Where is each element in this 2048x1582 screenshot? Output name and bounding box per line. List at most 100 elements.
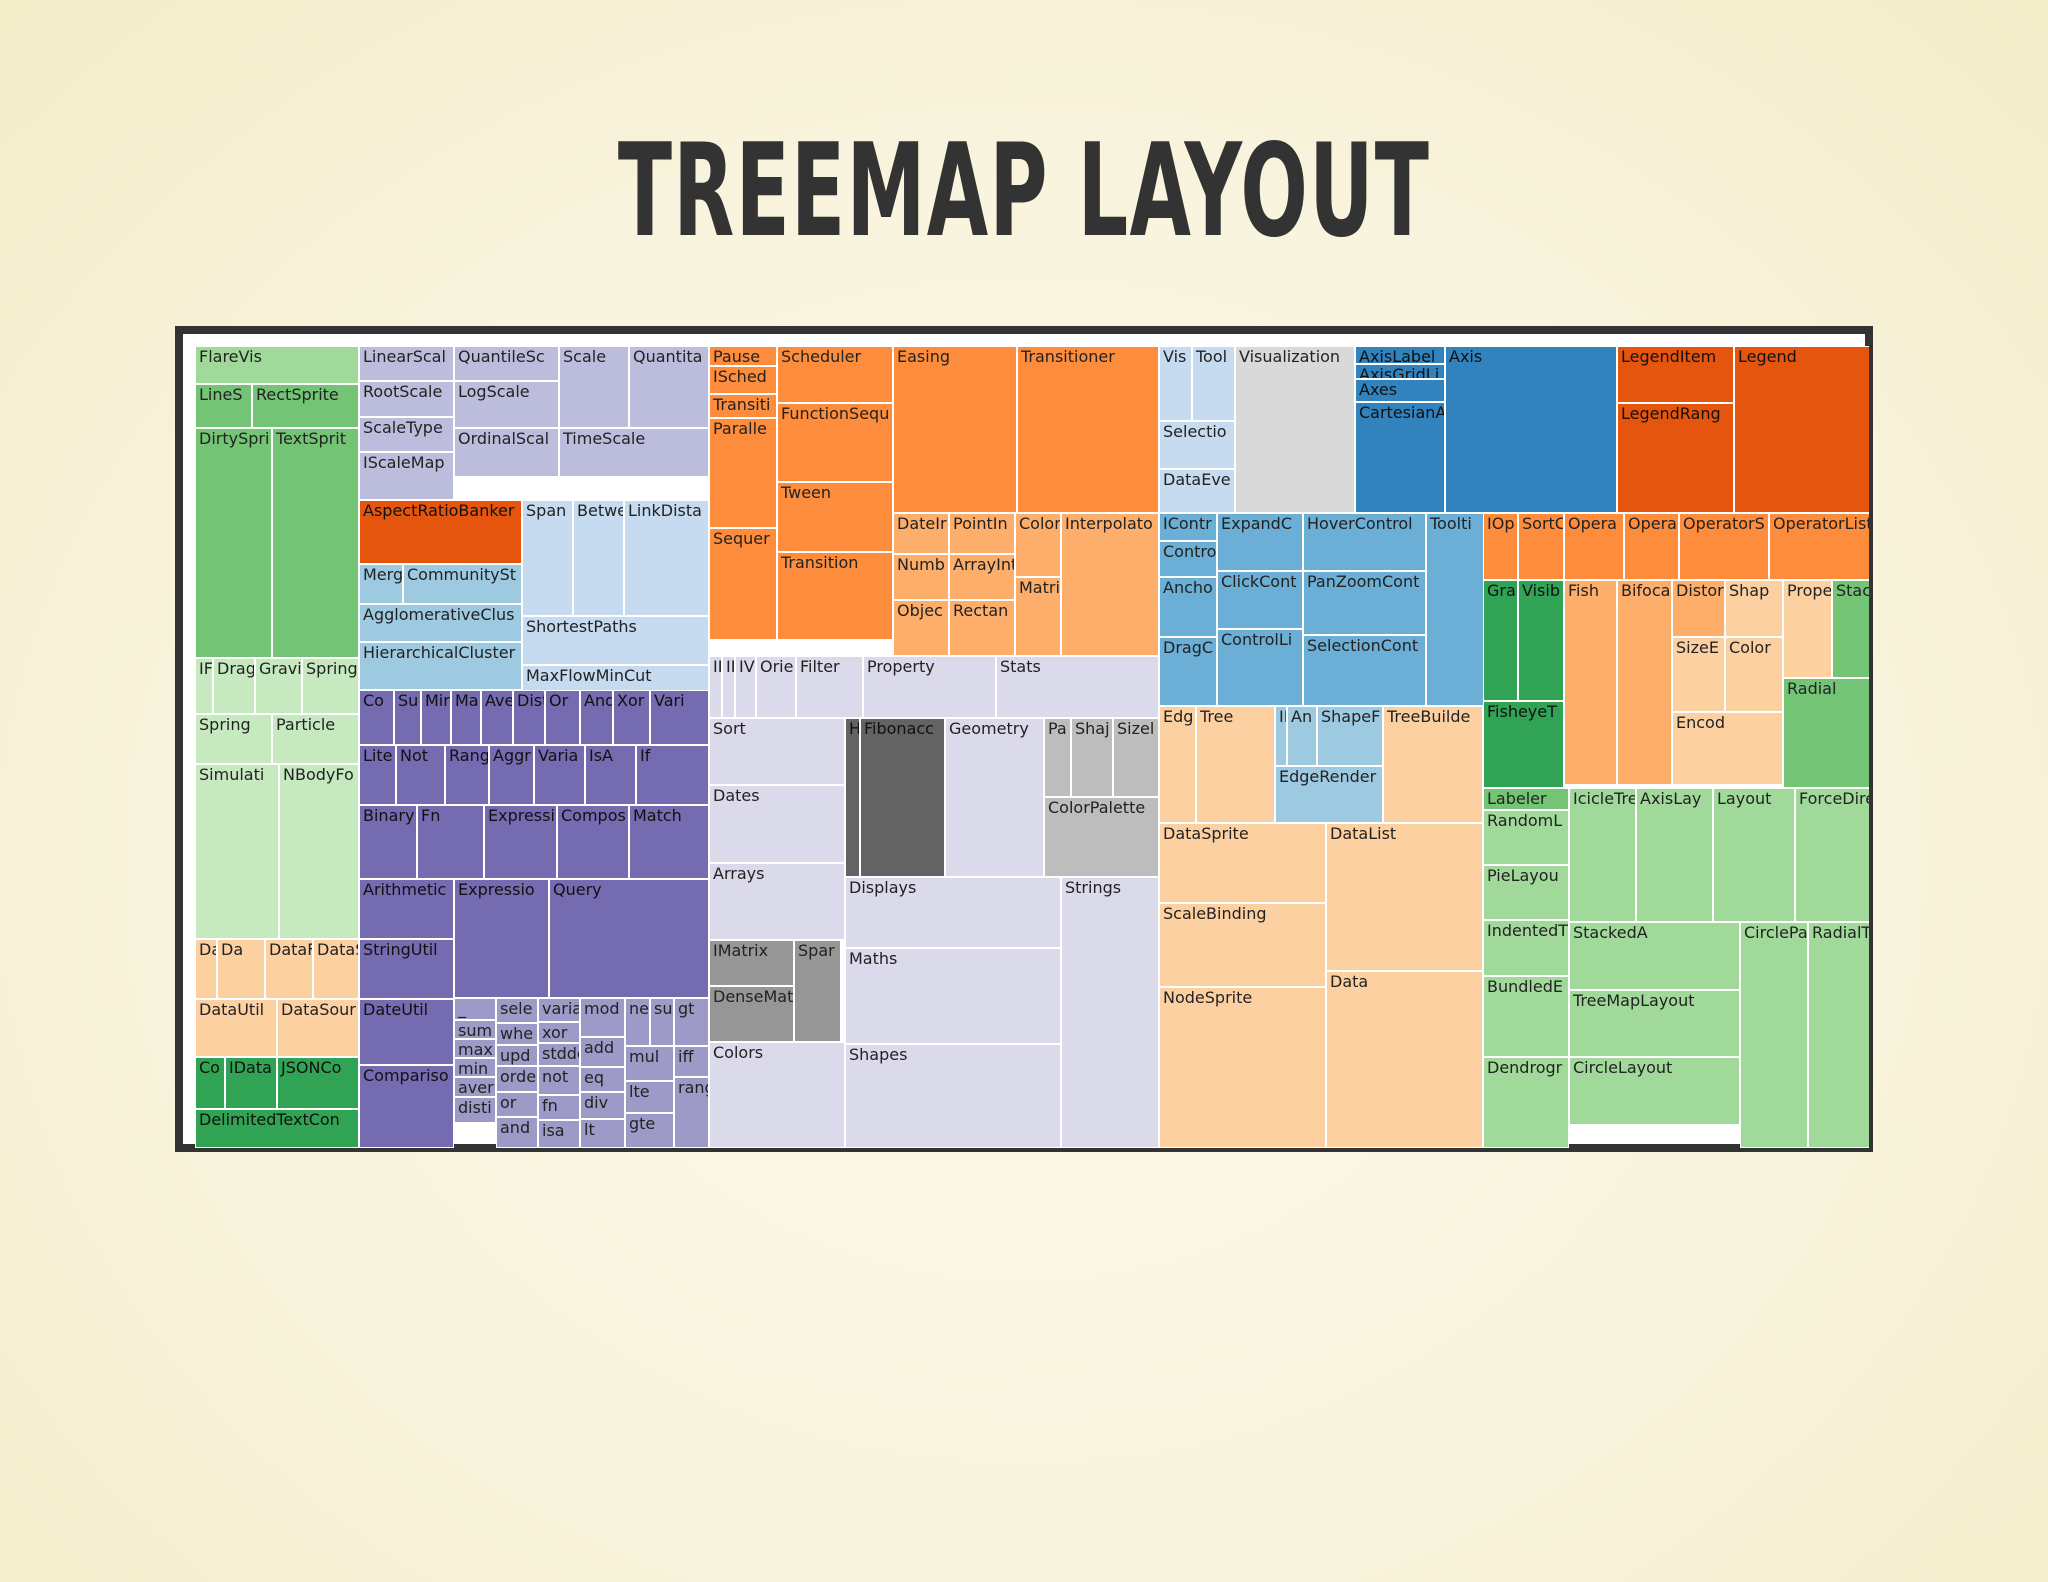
treemap-cell: Toolti [1426,513,1486,706]
treemap-cell: DataSour [277,999,359,1057]
treemap-cell: AspectRatioBanker [359,500,522,564]
treemap-cell: Co [195,1057,225,1109]
treemap-cell: Su [394,690,421,745]
treemap-cell: Fibonacc [860,718,945,877]
treemap-cell: isa [538,1120,580,1148]
treemap-cell: IE [709,656,722,718]
treemap-cell: Binary [359,805,417,879]
treemap-cell: StringUtil [359,939,454,999]
treemap-cell: Varia [534,745,585,805]
treemap-cell: Shapes [845,1044,1061,1148]
treemap-cell: Transition [777,552,893,640]
treemap-cell: Betwe [573,500,624,616]
treemap-cell: aver [454,1077,496,1097]
treemap-cell: Expressi [484,805,557,879]
treemap-cell: mod [580,998,625,1037]
treemap-cell: ne [625,998,650,1046]
treemap-cell: StackedA [1569,922,1740,990]
treemap-cell: Geometry [945,718,1044,877]
treemap-cell: ShapeF [1317,706,1383,766]
treemap-cell: Or [545,690,580,745]
treemap-cell: Sizel [1113,718,1159,797]
treemap-cell: Compariso [359,1065,454,1148]
treemap-cell: IVi [735,656,756,718]
treemap-cell: OrdinalScal [454,428,559,477]
treemap-cell: QuantileSc [454,346,559,381]
treemap-cell: Span [522,500,573,616]
treemap-cell: ScaleBinding [1159,903,1326,987]
treemap-cell: Opera [1624,513,1679,580]
treemap-cell: Maths [845,948,1061,1044]
treemap-cell: Tween [777,482,893,552]
treemap-cell: Matri [1015,577,1061,656]
treemap-cell: Layout [1713,788,1795,922]
treemap-cell: OperatorList [1769,513,1869,580]
treemap-cell: AxisLabel [1355,346,1445,364]
treemap-cell: IContr [1159,513,1217,541]
treemap-cell: FunctionSequ [777,403,893,482]
treemap-cell: ISched [709,366,777,394]
treemap-cell: ScaleType [359,417,454,452]
treemap-cell: SelectionCont [1303,635,1426,706]
treemap-cell: Distortion [1672,580,1725,637]
treemap-cell: FisheyeT [1483,701,1564,788]
treemap-cell: DataSc [313,939,359,999]
treemap-cell: add [580,1037,625,1067]
treemap-cell: DataUtil [195,999,277,1057]
treemap-cell: IScaleMap [359,452,454,500]
treemap-cell: disti [454,1097,496,1123]
treemap-cell: Ancho [1159,577,1217,637]
treemap-cell: Dist [513,690,545,745]
treemap-cell: not [538,1066,580,1095]
treemap-cell: Axis [1445,346,1617,513]
treemap-cell: ForceDire [1795,788,1869,922]
treemap-cell: min [454,1058,496,1077]
treemap-cell: gte [625,1113,674,1148]
treemap-cell: Color [1725,637,1783,712]
treemap-cell: Sequer [709,528,777,640]
treemap-cell: DenseMat [709,986,794,1042]
treemap-cell: Strings [1061,877,1159,1148]
treemap-cell: ControlLi [1217,629,1303,706]
treemap-cell: Edg [1159,706,1196,823]
treemap-cell: orde [496,1066,538,1092]
treemap-cell: Tree [1196,706,1275,823]
treemap-cell: If [636,745,709,805]
treemap-cell: Vis [1159,346,1192,421]
treemap-cell: IData [225,1057,277,1109]
treemap-cell: JSONCo [277,1057,359,1109]
treemap-cell: Vari [650,690,709,745]
treemap-cell: sele [496,998,538,1023]
treemap-cell: Paralle [709,418,777,528]
treemap-cell: Co [359,690,394,745]
treemap-cell: Transitioner [1017,346,1159,513]
treemap-cell: Fish [1564,580,1617,785]
treemap-cell: Interpolato [1061,513,1159,656]
treemap-cell: ShortestPaths [522,616,709,665]
treemap-cell: Expressio [454,879,549,998]
treemap-cell: Visib [1518,580,1564,701]
treemap-cell: Ave [481,690,513,745]
treemap-cell: IF [195,658,213,714]
treemap-cell: whe [496,1023,538,1045]
treemap-cell: IF [722,656,735,718]
treemap-frame: FlareVis LineS RectSprite DirtySpri TextSpri… [175,326,1873,1152]
treemap-cell: Match [629,805,709,879]
treemap-cell: Objec [893,600,949,656]
treemap-cell: IF [1275,706,1287,766]
treemap-cell: Compos [557,805,629,879]
treemap-cell: TimeScale [559,428,709,477]
treemap-cell: Particle [272,714,359,764]
treemap-cell: Merg [359,564,403,604]
treemap-cell: Simulati [195,764,279,939]
treemap-cell: mul [625,1046,674,1081]
treemap-cell: PanZoomCont [1303,571,1426,635]
treemap-cell: DataList [1326,823,1483,971]
treemap-cell: Colors [709,1042,845,1148]
treemap-cell: lt [580,1119,625,1148]
treemap-cell: Bifoca [1617,580,1672,785]
treemap-cell: FlareVis [195,346,359,384]
treemap-cell: Encod [1672,712,1783,785]
treemap-cell: Displays [845,877,1061,948]
treemap-cell: DataF [265,939,313,999]
